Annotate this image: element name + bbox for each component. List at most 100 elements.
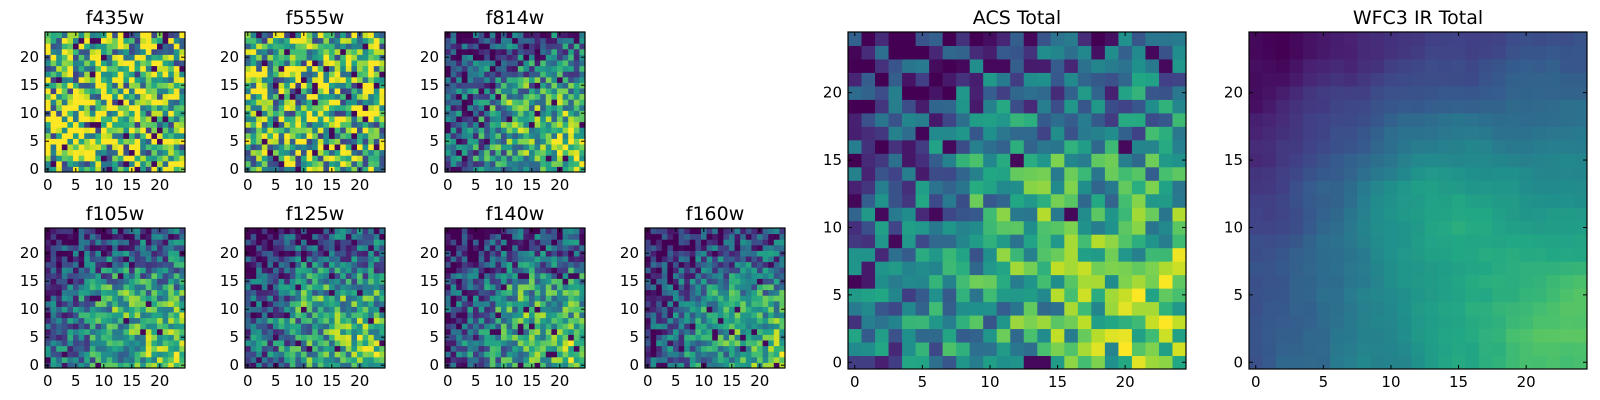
heatmap-cell (875, 207, 890, 222)
heatmap-cell (1023, 166, 1038, 181)
heatmap-cell (129, 250, 136, 257)
heatmap-cell (306, 345, 313, 352)
heatmap-cell (312, 228, 319, 235)
heatmap-cell (317, 340, 324, 347)
heatmap-cell (712, 295, 719, 302)
heatmap-cell (1023, 193, 1038, 208)
heatmap-cell (650, 278, 657, 285)
heatmap-cell (545, 104, 552, 111)
heatmap-cell (495, 334, 502, 341)
heatmap-cell (478, 312, 485, 319)
heatmap-cell (250, 345, 257, 352)
heatmap-cell (969, 274, 984, 289)
heatmap-cell (317, 71, 324, 78)
heatmap-cell (351, 356, 358, 363)
heatmap-cell (117, 328, 124, 335)
heatmap-cell (151, 239, 158, 246)
heatmap-cell (545, 54, 552, 61)
heatmap-cell (89, 250, 96, 257)
heatmap-cell (512, 295, 519, 302)
heatmap-cell (61, 300, 68, 307)
heatmap-cell (84, 256, 91, 263)
heatmap-cell (179, 323, 186, 330)
heatmap-cell (484, 82, 491, 89)
heatmap-cell (278, 132, 285, 139)
heatmap-cell (473, 250, 480, 257)
heatmap-cell (61, 99, 68, 106)
heatmap-cell (473, 356, 480, 363)
heatmap-cell (501, 149, 508, 156)
heatmap-cell (295, 267, 302, 274)
heatmap-cell (329, 71, 336, 78)
heatmap-cell (134, 110, 141, 117)
heatmap-cell (495, 32, 502, 39)
heatmap-cell (717, 312, 724, 319)
heatmap-cell (489, 65, 496, 72)
heatmap-cell (848, 247, 863, 262)
heatmap-cell (340, 284, 347, 291)
heatmap-cell (123, 149, 130, 156)
heatmap-cell (467, 32, 474, 39)
panel-title: f140w (486, 203, 545, 225)
heatmap-cell (129, 99, 136, 106)
heatmap-cell (723, 244, 730, 251)
heatmap-cell (145, 144, 152, 151)
heatmap-cell (67, 323, 74, 330)
heatmap-cell (461, 160, 468, 167)
heatmap-cell (106, 345, 113, 352)
heatmap-cell (768, 340, 775, 347)
heatmap-cell (129, 233, 136, 240)
heatmap-cell (50, 144, 57, 151)
heatmap-cell (123, 340, 130, 347)
heatmap-cell (701, 267, 708, 274)
heatmap-cell (351, 32, 358, 39)
heatmap-cell (445, 244, 452, 251)
heatmap-cell (456, 289, 463, 296)
heatmap-cell (168, 132, 175, 139)
heatmap-cell (84, 233, 91, 240)
heatmap-cell (145, 138, 152, 145)
heatmap-cell (117, 289, 124, 296)
heatmap-cell (45, 312, 52, 319)
heatmap-cell (301, 149, 308, 156)
heatmap-cell (534, 60, 541, 67)
heatmap-cell (506, 317, 513, 324)
heatmap-cell (656, 306, 663, 313)
heatmap-cell (267, 228, 274, 235)
heatmap-cell (729, 261, 736, 268)
heatmap-cell (450, 228, 457, 235)
heatmap-cell (329, 127, 336, 134)
heatmap-cell (301, 239, 308, 246)
heatmap-cell (362, 362, 369, 369)
heatmap-cell (915, 247, 930, 262)
heatmap-cell (295, 60, 302, 67)
heatmap-cell (173, 160, 180, 167)
heatmap-cell (969, 207, 984, 222)
heatmap-cell (1091, 247, 1106, 262)
heatmap-cell (340, 317, 347, 324)
heatmap-cell (745, 228, 752, 235)
heatmap-cell (84, 278, 91, 285)
heatmap-cell (456, 267, 463, 274)
heatmap-cell (861, 234, 876, 249)
heatmap-cell (373, 160, 380, 167)
heatmap-cell (250, 323, 257, 330)
heatmap-cell (134, 228, 141, 235)
x-tick-label: 5 (471, 372, 481, 390)
heatmap-cell (467, 155, 474, 162)
heatmap-cell (162, 300, 169, 307)
heatmap-cell (551, 233, 558, 240)
heatmap-cell (50, 149, 57, 156)
heatmap-cell (334, 144, 341, 151)
heatmap-cell (745, 345, 752, 352)
heatmap-cell (179, 295, 186, 302)
heatmap-cell (101, 127, 108, 134)
heatmap-cell (78, 32, 85, 39)
heatmap-cell (667, 284, 674, 291)
heatmap-cell (84, 351, 91, 358)
heatmap-cell (723, 239, 730, 246)
heatmap-cell (495, 71, 502, 78)
heatmap-cell (73, 93, 80, 100)
heatmap-cell (751, 334, 758, 341)
